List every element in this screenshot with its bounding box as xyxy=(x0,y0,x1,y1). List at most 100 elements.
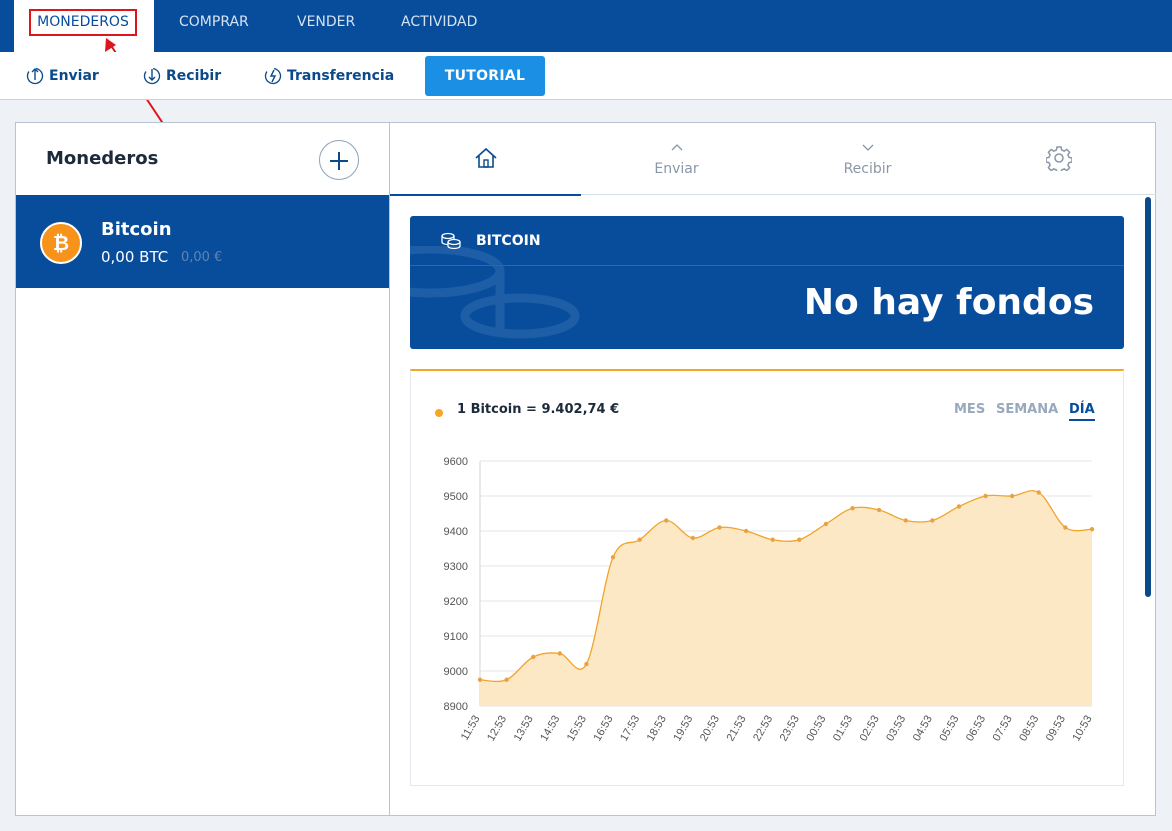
balance-banner: BITCOIN No hay fondos xyxy=(410,216,1124,349)
tab-enviar[interactable]: Enviar xyxy=(581,123,772,195)
data-point xyxy=(956,504,962,509)
tab-vender[interactable]: VENDER xyxy=(297,14,356,30)
data-point xyxy=(477,677,483,682)
transfer-button-label: Transferencia xyxy=(287,68,395,84)
tab-actividad[interactable]: ACTIVIDAD xyxy=(401,14,478,30)
x-tick-label: 23:53 xyxy=(778,714,802,744)
tab-home[interactable] xyxy=(390,123,581,196)
x-tick-label: 18:53 xyxy=(645,714,669,744)
wallet-name: Bitcoin xyxy=(101,219,172,240)
x-tick-label: 16:53 xyxy=(591,714,615,744)
wallet-balance-eur: 0,00 € xyxy=(181,250,223,265)
data-point xyxy=(903,518,908,523)
x-tick-label: 10:53 xyxy=(1070,714,1094,744)
x-tick-label: 22:53 xyxy=(751,714,775,744)
data-point xyxy=(876,507,882,513)
data-point xyxy=(717,525,722,530)
upload-icon xyxy=(26,67,44,85)
range-semana[interactable]: SEMANA xyxy=(996,402,1059,417)
x-tick-label: 15:53 xyxy=(565,714,589,744)
toolbar: Enviar Recibir Transferencia TUTORIAL xyxy=(0,52,1172,100)
wallet-item-bitcoin[interactable]: ₿ Bitcoin 0,00 BTC 0,00 € xyxy=(16,195,389,288)
data-point xyxy=(797,537,802,542)
x-tick-label: 02:53 xyxy=(858,714,882,744)
data-point xyxy=(743,528,749,534)
data-point xyxy=(504,677,509,682)
x-tick-label: 11:53 xyxy=(459,714,483,743)
x-tick-label: 06:53 xyxy=(964,714,988,744)
x-tick-label: 01:53 xyxy=(831,714,855,744)
transfer-button[interactable]: Transferencia xyxy=(264,65,394,87)
y-tick-label: 9600 xyxy=(444,456,468,468)
x-tick-label: 05:53 xyxy=(937,714,961,744)
x-tick-label: 14:53 xyxy=(538,714,562,744)
wallet-balance-btc: 0,00 BTC xyxy=(101,248,169,266)
price-dot-icon xyxy=(435,409,443,417)
price-chart-card: 1 Bitcoin = 9.402,74 € MES SEMANA DÍA 89… xyxy=(410,369,1124,786)
tab-enviar-label: Enviar xyxy=(654,161,699,177)
wallet-detail-panel: Enviar Recibir xyxy=(390,122,1156,816)
tutorial-button[interactable]: TUTORIAL xyxy=(425,56,545,96)
x-tick-label: 00:53 xyxy=(804,714,828,744)
data-point xyxy=(664,518,669,523)
banner-label: BITCOIN xyxy=(476,233,541,249)
tab-recibir[interactable]: Recibir xyxy=(772,123,963,195)
bitcoin-icon: ₿ xyxy=(40,222,82,264)
tab-monederos[interactable]: MONEDEROS xyxy=(14,0,154,52)
x-tick-label: 17:53 xyxy=(618,714,642,744)
chevron-up-icon xyxy=(671,144,682,151)
price-area xyxy=(480,490,1092,706)
y-tick-label: 9400 xyxy=(444,526,468,538)
data-point xyxy=(531,654,536,660)
detail-tabs: Enviar Recibir xyxy=(390,123,1156,196)
y-tick-label: 9300 xyxy=(444,561,468,573)
price-chart: 8900 9000 9100 9200 9300 9400 9500 9600 11:53 12:… xyxy=(444,456,1095,744)
x-tick-label: 09:53 xyxy=(1044,714,1068,744)
y-tick-label: 9000 xyxy=(444,666,468,678)
data-point xyxy=(557,651,563,656)
data-point xyxy=(584,661,589,667)
x-tick-label: 19:53 xyxy=(671,714,695,744)
data-point xyxy=(610,555,616,560)
data-point xyxy=(983,493,988,499)
x-tick-label: 20:53 xyxy=(698,714,722,744)
range-dia[interactable]: DÍA xyxy=(1069,402,1095,421)
wallets-title: Monederos xyxy=(46,148,159,169)
data-point xyxy=(1063,525,1068,530)
data-point xyxy=(850,506,855,511)
data-point xyxy=(823,521,829,527)
add-wallet-button[interactable] xyxy=(319,140,359,180)
y-tick-label: 9200 xyxy=(444,596,468,608)
top-nav: MONEDEROS COMPRAR VENDER ACTIVIDAD xyxy=(0,0,1172,52)
data-point xyxy=(930,518,935,523)
tab-monederos-label: MONEDEROS xyxy=(29,9,137,36)
tab-settings[interactable] xyxy=(963,123,1154,195)
transfer-icon xyxy=(264,67,282,85)
price-label: 1 Bitcoin = 9.402,74 € xyxy=(457,402,620,417)
send-button-label: Enviar xyxy=(49,68,99,84)
data-point xyxy=(770,537,775,542)
tab-recibir-label: Recibir xyxy=(843,161,892,177)
x-tick-label: 08:53 xyxy=(1017,714,1041,744)
range-mes[interactable]: MES xyxy=(954,402,986,417)
y-tick-label: 8900 xyxy=(444,701,468,713)
data-point xyxy=(1009,493,1015,499)
balance-status: No hay fondos xyxy=(803,282,1094,323)
x-tick-label: 12:53 xyxy=(485,714,509,744)
y-tick-label: 9500 xyxy=(444,491,468,503)
x-tick-label: 13:53 xyxy=(512,714,536,744)
scrollbar[interactable] xyxy=(1145,197,1151,597)
data-point xyxy=(1089,527,1095,532)
x-tick-label: 04:53 xyxy=(911,714,935,744)
chevron-down-icon xyxy=(862,144,873,151)
coins-decoration xyxy=(410,246,580,339)
receive-button[interactable]: Recibir xyxy=(143,65,221,87)
home-icon xyxy=(474,147,497,168)
data-point xyxy=(637,537,642,542)
send-button[interactable]: Enviar xyxy=(26,65,99,87)
coins-icon xyxy=(441,232,461,250)
x-tick-label: 07:53 xyxy=(991,714,1015,744)
x-tick-label: 21:53 xyxy=(725,714,749,744)
banner-divider xyxy=(410,265,1124,266)
tab-comprar[interactable]: COMPRAR xyxy=(179,14,249,30)
